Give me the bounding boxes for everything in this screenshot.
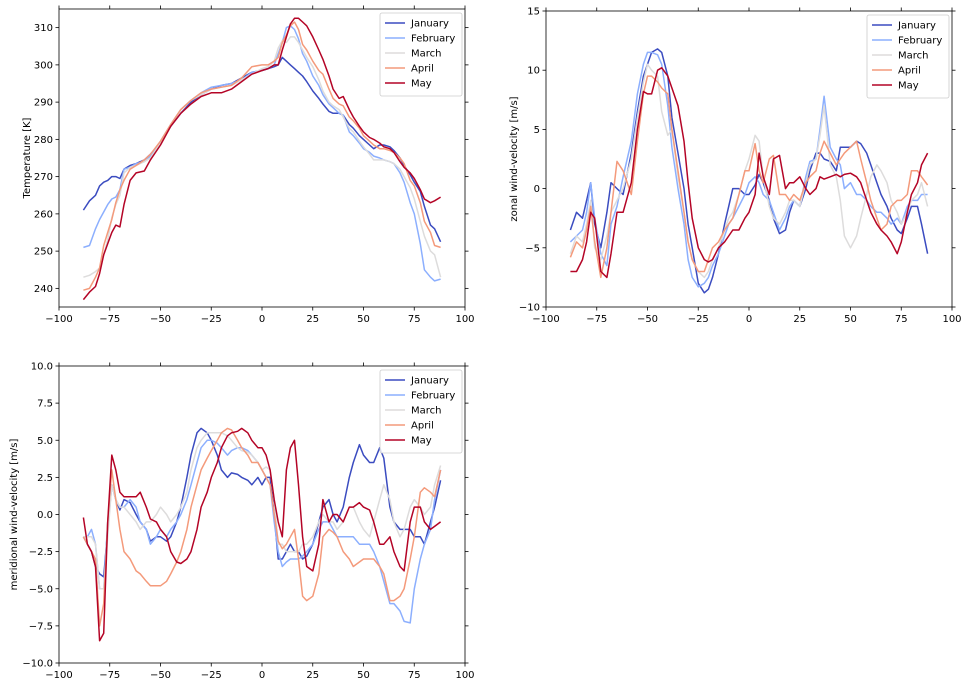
legend-label: January (897, 21, 936, 32)
x-tick-label: 50 (357, 314, 370, 325)
x-tick-label: −50 (150, 314, 171, 325)
y-tick-label: 0.0 (37, 510, 53, 521)
x-tick-label: −50 (637, 314, 658, 325)
x-tick-label: 100 (942, 314, 961, 325)
legend-label: March (411, 49, 441, 60)
legend-label: May (411, 436, 432, 447)
series-line-january (82, 56, 442, 243)
legend-label: February (898, 36, 942, 47)
series-line-may (82, 17, 441, 301)
legend-label: March (411, 406, 441, 417)
x-tick-label: 25 (306, 670, 319, 681)
plot-area (82, 427, 442, 642)
x-tick-label: 0 (259, 670, 265, 681)
series-line-march (569, 63, 929, 279)
x-tick-label: 0 (259, 314, 265, 325)
y-tick-label: −7.5 (29, 621, 53, 632)
series-line-january (569, 48, 929, 294)
legend: January February March April May (379, 369, 463, 454)
y-tick-label: −10 (519, 303, 540, 314)
legend: January February March April May (866, 14, 950, 99)
x-tick-label: 0 (746, 314, 752, 325)
chart-3: −100 −75 −50 −25 0 25 50 75 100 −10.0 −7.5 −5.0 −2.5… (9, 362, 475, 682)
legend-label: April (411, 64, 434, 75)
y-tick-label: 310 (34, 23, 53, 34)
x-tick-label: 75 (408, 314, 421, 325)
legend-label: February (411, 34, 455, 45)
series-line-may (82, 427, 442, 642)
x-tick-label: −25 (201, 314, 222, 325)
y-tick-label: 5 (534, 125, 540, 136)
y-tick-label: 240 (34, 284, 53, 295)
plot-area (82, 17, 442, 301)
y-axis-label: Temperature [K] (22, 117, 33, 199)
x-tick-label: −75 (99, 670, 120, 681)
x-tick-label: 100 (455, 314, 474, 325)
legend-label: March (898, 51, 928, 62)
chart-2: −100 −75 −50 −25 0 25 50 75 100−10−5051015zonal … (509, 7, 962, 326)
legend-label: February (411, 391, 455, 402)
series-line-february (83, 439, 442, 624)
x-tick-label: −75 (99, 314, 120, 325)
x-tick-label: −100 (532, 314, 559, 325)
x-tick-label: −75 (586, 314, 607, 325)
y-tick-label: 300 (34, 60, 53, 71)
x-tick-label: 75 (408, 670, 421, 681)
series-line-february (569, 51, 928, 288)
y-axis-label: zonal wind-velocity [m/s] (509, 96, 520, 221)
y-tick-label: 10 (527, 66, 540, 77)
series-line-march (83, 36, 442, 278)
y-tick-label: 5.0 (37, 436, 53, 447)
x-tick-label: 75 (895, 314, 908, 325)
y-tick-label: 10.0 (31, 362, 53, 373)
x-tick-label: 100 (455, 670, 474, 681)
y-tick-label: 260 (34, 209, 53, 220)
legend-label: May (411, 79, 432, 90)
x-tick-label: −25 (201, 670, 222, 681)
x-tick-label: 50 (357, 670, 370, 681)
legend-box (866, 14, 950, 99)
y-tick-label: 280 (34, 135, 53, 146)
y-tick-label: −5 (525, 243, 540, 254)
y-tick-label: −2.5 (29, 547, 53, 558)
legend-label: January (410, 376, 449, 387)
legend-label: April (411, 421, 434, 432)
y-tick-label: 15 (527, 7, 540, 18)
legend-box (379, 369, 463, 454)
plot-area (569, 48, 929, 294)
y-axis-label: meridional wind-velocity [m/s] (9, 438, 20, 590)
x-tick-label: 25 (306, 314, 319, 325)
x-tick-label: −25 (688, 314, 709, 325)
legend-label: January (410, 19, 449, 30)
legend-box (379, 12, 463, 97)
y-tick-label: 0 (534, 184, 540, 195)
x-tick-label: −50 (150, 670, 171, 681)
x-tick-label: −100 (45, 670, 72, 681)
chart-1: −100 −75 −50 −25 0 25 50 75 100 240 250 260 270 280 29… (22, 5, 475, 325)
series-line-april (569, 75, 929, 279)
legend: January February March April May (379, 12, 463, 97)
y-tick-label: 290 (34, 98, 53, 109)
x-tick-label: −100 (45, 314, 72, 325)
x-tick-label: 25 (793, 314, 806, 325)
series-line-april (82, 427, 442, 627)
x-tick-label: 50 (844, 314, 857, 325)
series-line-january (82, 427, 442, 578)
y-tick-label: 7.5 (37, 399, 53, 410)
y-tick-label: 250 (34, 247, 53, 258)
y-tick-label: 270 (34, 172, 53, 183)
legend-label: April (898, 66, 921, 77)
y-tick-label: −10.0 (22, 659, 53, 670)
y-tick-label: −5.0 (29, 584, 53, 595)
series-line-may (570, 67, 929, 279)
y-tick-label: 2.5 (37, 473, 53, 484)
legend-label: May (898, 81, 919, 92)
